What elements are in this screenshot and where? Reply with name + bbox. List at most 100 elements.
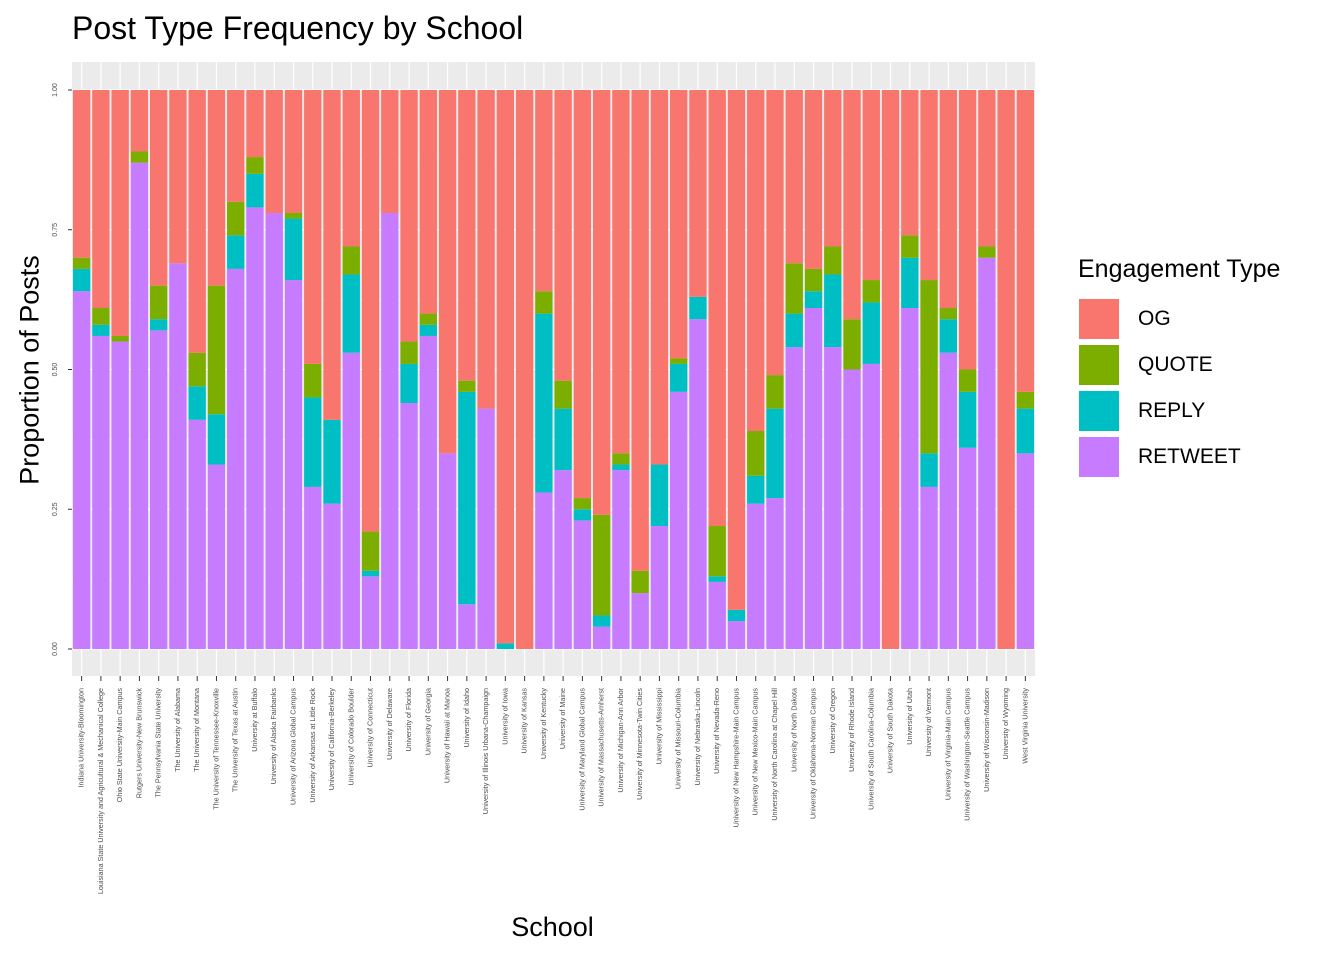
bar-quote xyxy=(342,246,360,275)
bar-retweet xyxy=(592,626,611,649)
bar-retweet xyxy=(419,335,437,649)
bar-og xyxy=(804,90,823,269)
bar-og xyxy=(631,90,649,571)
bar-reply xyxy=(573,509,592,521)
bar-quote xyxy=(150,285,168,320)
bar-reply xyxy=(804,291,823,309)
x-tick-label: Rutgers University-New Brunswick xyxy=(134,688,143,799)
bar-retweet xyxy=(169,263,187,649)
bar-reply xyxy=(747,475,765,504)
bar-reply xyxy=(284,218,303,281)
bar-reply xyxy=(227,235,245,269)
bar-og xyxy=(111,90,129,336)
bar-og xyxy=(612,90,630,454)
bar-og xyxy=(72,90,91,258)
x-tick-label: Louisiana State University and Agricultu… xyxy=(96,688,105,894)
legend-item-reply: REPLY xyxy=(1078,388,1280,434)
bar-og xyxy=(727,90,746,610)
x-tick-label: University of Minnesota-Twin Cities xyxy=(635,688,644,800)
bar-reply xyxy=(901,257,919,309)
x-tick-label: Indiana University-Bloomington xyxy=(77,688,86,787)
bar-retweet xyxy=(650,526,669,649)
bar-retweet xyxy=(535,492,553,649)
bar-reply xyxy=(689,296,707,320)
x-tick-label: University of South Dakota xyxy=(886,688,895,773)
bar-retweet xyxy=(631,593,649,649)
bar-retweet xyxy=(939,352,957,649)
bar-quote xyxy=(400,341,418,364)
x-tick-label: University of Rhode Island xyxy=(847,688,856,772)
bar-retweet xyxy=(477,408,495,649)
bar-quote xyxy=(631,570,649,594)
bar-retweet xyxy=(111,341,129,649)
bar-reply xyxy=(862,302,880,364)
bar-og xyxy=(265,90,283,213)
bar-og xyxy=(419,90,437,314)
y-axis-title: Proportion of Posts xyxy=(14,255,45,485)
bar-quote xyxy=(824,246,842,275)
y-tick-label: 0.25 xyxy=(52,502,59,516)
bar-quote xyxy=(804,268,823,292)
bar-quote xyxy=(130,151,149,163)
bar-retweet xyxy=(612,470,630,649)
bar-quote xyxy=(284,212,303,219)
x-tick-label: University of Arkansas at Little Rock xyxy=(308,688,317,803)
bar-og xyxy=(284,90,303,213)
x-tick-label: University of Idaho xyxy=(462,688,471,748)
bar-reply xyxy=(670,363,688,392)
bar-reply xyxy=(1016,408,1035,454)
x-tick-label: The University of Alabama xyxy=(173,688,182,772)
bar-retweet xyxy=(978,257,996,649)
legend-swatch xyxy=(1078,390,1120,432)
bar-reply xyxy=(246,173,264,208)
bar-retweet xyxy=(1016,453,1035,649)
bar-retweet xyxy=(92,335,110,649)
bar-quote xyxy=(419,313,437,325)
x-tick-label: University of Alaska Fairbanks xyxy=(269,688,278,785)
bar-retweet xyxy=(727,621,746,649)
x-axis-ticks: Indiana University-Bloomington Louisiana … xyxy=(77,676,1029,894)
legend-swatch xyxy=(1078,298,1120,340)
x-tick-label: University of Florida xyxy=(404,688,413,752)
bar-retweet xyxy=(304,486,322,649)
bar-quote xyxy=(1016,391,1035,409)
x-tick-label: University of Kentucky xyxy=(539,688,548,760)
x-tick-label: The University of Montana xyxy=(192,688,201,772)
bar-quote xyxy=(207,285,226,415)
x-tick-label: Ohio State University-Main Campus xyxy=(115,688,124,803)
x-tick-label: The Pennsylvania State University xyxy=(154,688,163,798)
legend-item-og: OG xyxy=(1078,296,1280,342)
x-tick-label: University of Missouri-Columbia xyxy=(674,688,683,789)
x-tick-label: University of Nebraska-Lincoln xyxy=(693,688,702,785)
bar-reply xyxy=(708,576,726,582)
bar-quote xyxy=(766,375,784,409)
x-tick-label: University at Buffalo xyxy=(250,688,259,752)
x-tick-label: University of Mississippi xyxy=(654,688,663,765)
bar-reply xyxy=(650,464,669,527)
bars xyxy=(72,90,1035,650)
bar-quote xyxy=(939,308,957,320)
bar-retweet xyxy=(785,347,803,649)
bar-quote xyxy=(72,257,91,269)
bar-og xyxy=(92,90,110,309)
bar-quote xyxy=(227,201,245,236)
x-tick-label: University of North Dakota xyxy=(789,688,798,772)
y-axis-ticks: 0.00 0.25 0.50 0.75 1.00 xyxy=(52,83,72,656)
bar-quote xyxy=(747,430,765,476)
bar-retweet xyxy=(284,280,303,649)
bar-og xyxy=(747,90,765,431)
bar-quote xyxy=(708,526,726,577)
bar-retweet xyxy=(747,503,765,649)
x-tick-label: West Virginia University xyxy=(1020,688,1029,764)
bar-retweet xyxy=(766,498,784,649)
bar-quote xyxy=(573,498,592,510)
bar-og xyxy=(188,90,206,353)
bar-og xyxy=(958,90,977,370)
bar-og xyxy=(169,90,187,264)
bar-reply xyxy=(766,408,784,499)
x-tick-label: University of Colorado Boulder xyxy=(346,687,355,785)
chart-title: Post Type Frequency by School xyxy=(72,10,524,46)
x-tick-label: University of Wyoming xyxy=(1001,688,1010,759)
legend: Engagement Type OG QUOTE REPLY RETWEET xyxy=(1078,255,1280,480)
x-tick-label: University of Maine xyxy=(558,688,567,749)
